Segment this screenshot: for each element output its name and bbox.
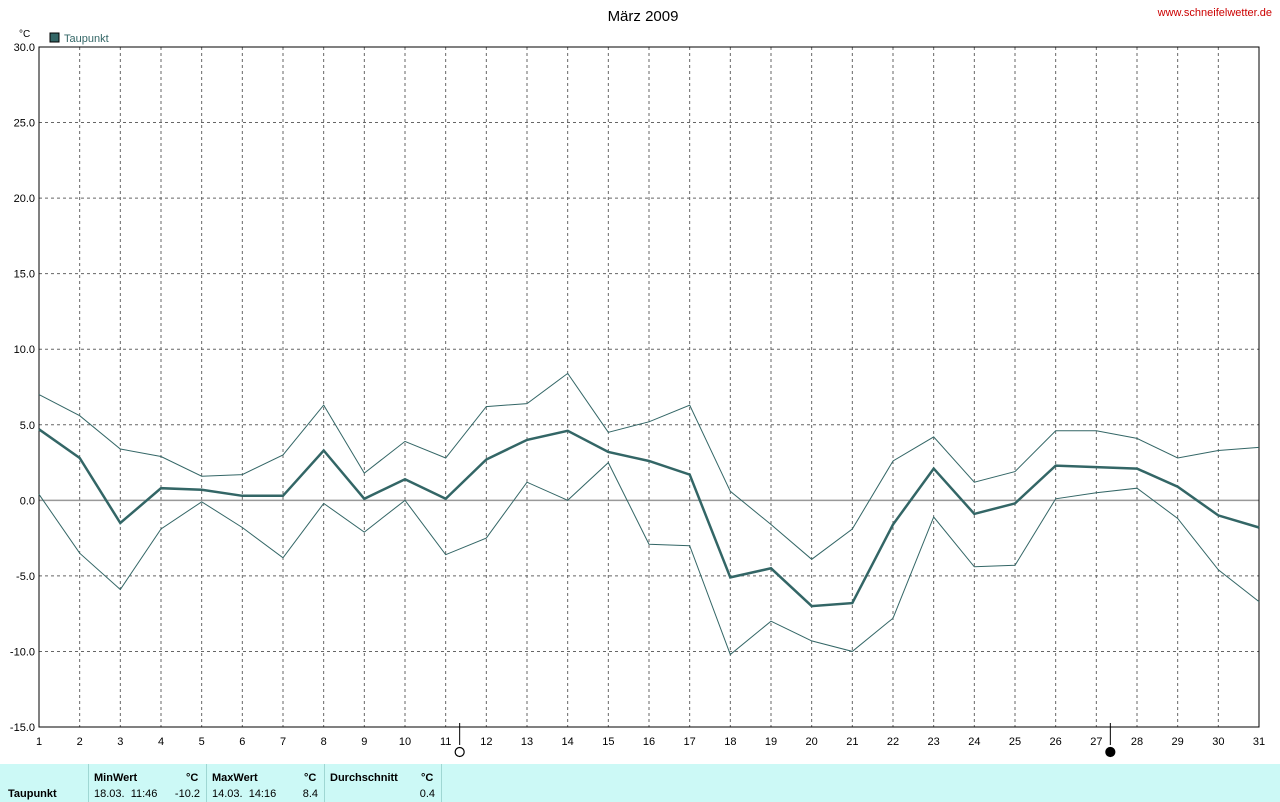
- y-tick-label: -10.0: [10, 646, 35, 658]
- y-tick-label: 0.0: [20, 495, 35, 507]
- series-min-line: [38, 461, 1260, 656]
- new-moon-icon: [1105, 746, 1116, 758]
- max-unit: °C: [304, 772, 317, 784]
- max-date: 14.03. 14:16: [212, 788, 277, 800]
- max-header: MaxWert: [212, 772, 258, 784]
- min-unit: °C: [186, 772, 199, 784]
- x-tick-label: 12: [480, 736, 492, 748]
- y-tick-label: -5.0: [16, 571, 35, 583]
- series-max-line: [38, 372, 1260, 560]
- series: [38, 372, 1260, 656]
- y-unit-label: °C: [19, 29, 30, 40]
- grid: [39, 47, 1259, 727]
- stats-row-label: Taupunkt: [8, 788, 57, 800]
- y-tick-label: -15.0: [10, 722, 35, 734]
- website-label: www.schneifelwetter.de: [1157, 7, 1272, 19]
- x-tick-label: 10: [399, 736, 411, 748]
- x-tick-label: 17: [684, 736, 696, 748]
- axes: 1 2 3 4 5 6 7 8 9 10 11 12 13 14 15 16 17 18 19 20 21 22 23 24 2…: [10, 42, 1265, 748]
- x-tick-label: 29: [1172, 736, 1184, 748]
- full-moon-icon: [454, 746, 465, 758]
- x-tick-label: 21: [846, 736, 858, 748]
- min-value: -10.2: [174, 788, 200, 800]
- series-mean-line: [38, 428, 1260, 608]
- x-tick-label: 30: [1212, 736, 1224, 748]
- x-tick-label: 6: [239, 736, 245, 748]
- plot-frame: [38, 46, 1260, 728]
- x-tick-label: 18: [724, 736, 736, 748]
- y-tick-label: 20.0: [14, 193, 35, 205]
- x-tick-label: 22: [887, 736, 899, 748]
- chart-title: März 2009: [608, 8, 679, 25]
- x-tick-label: 28: [1131, 736, 1143, 748]
- x-tick-label: 24: [968, 736, 980, 748]
- x-tick-label: 3: [117, 736, 123, 748]
- x-tick-label: 15: [602, 736, 614, 748]
- x-tick-label: 8: [321, 736, 327, 748]
- x-tick-label: 23: [928, 736, 940, 748]
- chart: März 2009 www.schneifelwetter.de °C Taup…: [10, 7, 1272, 758]
- avg-value: 0.4: [419, 788, 435, 800]
- avg-header: Durchschnitt: [330, 772, 398, 784]
- moon-markers: [454, 723, 1116, 758]
- y-tick-label: 25.0: [14, 118, 35, 130]
- min-date: 18.03. 11:46: [94, 788, 158, 800]
- x-tick-label: 19: [765, 736, 777, 748]
- divider: [441, 764, 442, 802]
- x-tick-label: 9: [361, 736, 367, 748]
- x-tick-label: 2: [77, 736, 83, 748]
- x-tick-label: 26: [1050, 736, 1062, 748]
- legend-label: Taupunkt: [64, 33, 109, 45]
- x-tick-label: 27: [1090, 736, 1102, 748]
- stats-table: Taupunkt MinWert °C 18.03. 11:46 -10.2 M…: [0, 764, 1280, 802]
- x-tick-label: 13: [521, 736, 533, 748]
- avg-unit: °C: [421, 772, 434, 784]
- y-tick-label: 15.0: [14, 269, 35, 281]
- x-tick-label: 14: [562, 736, 574, 748]
- max-value: 8.4: [302, 788, 318, 800]
- legend: Taupunkt: [49, 32, 109, 45]
- x-tick-label: 4: [158, 736, 164, 748]
- x-tick-label: 5: [199, 736, 205, 748]
- y-tick-label: 10.0: [14, 344, 35, 356]
- legend-swatch: [49, 32, 60, 43]
- y-tick-label: 5.0: [20, 420, 35, 432]
- y-tick-label: 30.0: [14, 42, 35, 54]
- min-header: MinWert: [94, 772, 138, 784]
- x-tick-label: 20: [806, 736, 818, 748]
- divider: [324, 764, 325, 802]
- x-tick-label: 31: [1253, 736, 1265, 748]
- x-tick-label: 25: [1009, 736, 1021, 748]
- divider: [206, 764, 207, 802]
- x-tick-label: 16: [643, 736, 655, 748]
- x-tick-label: 7: [280, 736, 286, 748]
- x-tick-label: 11: [440, 736, 451, 748]
- divider: [88, 764, 89, 802]
- x-tick-label: 1: [36, 736, 42, 748]
